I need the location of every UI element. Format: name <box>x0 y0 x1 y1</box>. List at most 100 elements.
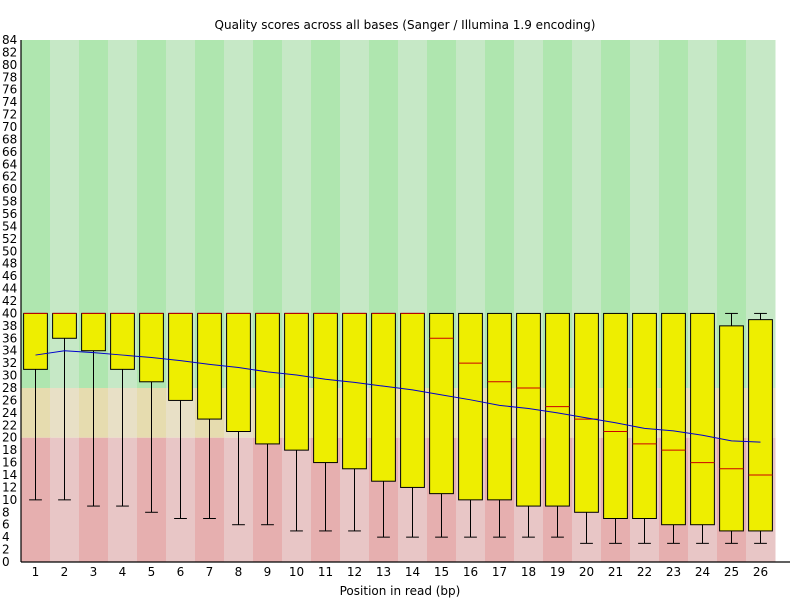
y-tick-label-72: 72 <box>2 108 17 122</box>
y-tick-label-36: 36 <box>2 331 17 345</box>
y-tick-label-40: 40 <box>2 306 17 320</box>
box-16 <box>458 312 483 501</box>
x-tick-label-19: 19 <box>550 565 565 579</box>
y-tick-label-64: 64 <box>2 157 17 171</box>
y-tick-label-80: 80 <box>2 58 17 72</box>
y-tick-label-42: 42 <box>2 294 17 308</box>
box-22 <box>632 312 657 519</box>
y-tick-label-66: 66 <box>2 145 17 159</box>
y-tick-label-28: 28 <box>2 381 17 395</box>
y-tick-label-12: 12 <box>2 480 17 494</box>
box-14 <box>400 312 425 488</box>
box-3 <box>81 312 106 352</box>
x-tick-label-23: 23 <box>666 565 681 579</box>
box-25 <box>719 325 744 532</box>
box-26 <box>748 319 773 532</box>
y-tick-label-14: 14 <box>2 468 17 482</box>
x-tick-label-7: 7 <box>206 565 214 579</box>
y-tick-label-32: 32 <box>2 356 17 370</box>
y-tick-label-68: 68 <box>2 132 17 146</box>
box-13 <box>371 312 396 482</box>
x-tick-label-17: 17 <box>492 565 507 579</box>
y-tick-label-76: 76 <box>2 83 17 97</box>
y-tick-label-82: 82 <box>2 45 17 59</box>
y-tick-label-26: 26 <box>2 393 17 407</box>
y-tick-label-84: 84 <box>2 33 17 47</box>
y-tick-label-4: 4 <box>2 530 10 544</box>
x-tick-label-5: 5 <box>148 565 156 579</box>
x-tick-label-11: 11 <box>318 565 333 579</box>
x-tick-label-10: 10 <box>289 565 304 579</box>
box-1 <box>23 312 48 370</box>
mean-line <box>35 350 761 443</box>
y-tick-label-24: 24 <box>2 406 17 420</box>
y-tick-label-56: 56 <box>2 207 17 221</box>
chart-title: Quality scores across all bases (Sanger … <box>215 18 596 32</box>
x-tick-label-24: 24 <box>695 565 710 579</box>
x-tick-label-3: 3 <box>90 565 98 579</box>
box-2 <box>52 312 77 339</box>
x-tick-label-4: 4 <box>119 565 127 579</box>
y-tick-label-2: 2 <box>2 543 10 557</box>
box-18 <box>516 312 541 507</box>
x-tick-label-26: 26 <box>753 565 768 579</box>
box-12 <box>342 312 367 470</box>
x-tick-label-15: 15 <box>434 565 449 579</box>
x-tick-label-14: 14 <box>405 565 420 579</box>
boxes <box>23 312 773 532</box>
x-tick-label-9: 9 <box>264 565 272 579</box>
x-tick-label-20: 20 <box>579 565 594 579</box>
x-tick-label-1: 1 <box>32 565 40 579</box>
y-tick-label-38: 38 <box>2 319 17 333</box>
y-tick-label-22: 22 <box>2 418 17 432</box>
x-tick-label-18: 18 <box>521 565 536 579</box>
box-6 <box>168 312 193 401</box>
x-tick-label-13: 13 <box>376 565 391 579</box>
box-4 <box>110 312 135 370</box>
box-24 <box>690 312 715 526</box>
box-5 <box>139 312 164 383</box>
y-tick-label-18: 18 <box>2 443 17 457</box>
x-tick-label-16: 16 <box>463 565 478 579</box>
box-15 <box>429 312 454 495</box>
y-tick-label-46: 46 <box>2 269 17 283</box>
y-tick-label-16: 16 <box>2 456 17 470</box>
box-19 <box>545 312 570 507</box>
y-tick-label-50: 50 <box>2 244 17 258</box>
box-8 <box>226 312 251 432</box>
y-tick-label-70: 70 <box>2 120 17 134</box>
y-tick-label-34: 34 <box>2 344 17 358</box>
y-tick-label-44: 44 <box>2 282 17 296</box>
box-9 <box>255 312 280 445</box>
y-tick-label-8: 8 <box>2 505 10 519</box>
box-7 <box>197 312 222 420</box>
box-23 <box>661 312 686 526</box>
y-tick-label-30: 30 <box>2 369 17 383</box>
y-tick-label-0: 0 <box>2 555 10 569</box>
box-21 <box>603 312 628 519</box>
y-tick-label-48: 48 <box>2 257 17 271</box>
x-tick-label-6: 6 <box>177 565 185 579</box>
x-tick-label-22: 22 <box>637 565 652 579</box>
x-tick-label-2: 2 <box>61 565 69 579</box>
y-tick-label-78: 78 <box>2 70 17 84</box>
box-11 <box>313 312 338 464</box>
x-tick-label-25: 25 <box>724 565 739 579</box>
x-tick-label-12: 12 <box>347 565 362 579</box>
y-tick-label-58: 58 <box>2 195 17 209</box>
x-tick-label-21: 21 <box>608 565 623 579</box>
medians <box>23 312 773 476</box>
mean-line-layer <box>35 350 761 443</box>
x-tick-label-8: 8 <box>235 565 243 579</box>
box-20 <box>574 312 599 513</box>
y-tick-label-62: 62 <box>2 170 17 184</box>
y-tick-label-6: 6 <box>2 518 10 532</box>
box-10 <box>284 312 309 451</box>
x-axis-label: Position in read (bp) <box>340 584 461 598</box>
y-tick-label-52: 52 <box>2 232 17 246</box>
y-tick-label-74: 74 <box>2 95 17 109</box>
axes <box>20 40 790 563</box>
y-tick-labels: 0246810121416182022242628303234363840424… <box>2 33 17 569</box>
